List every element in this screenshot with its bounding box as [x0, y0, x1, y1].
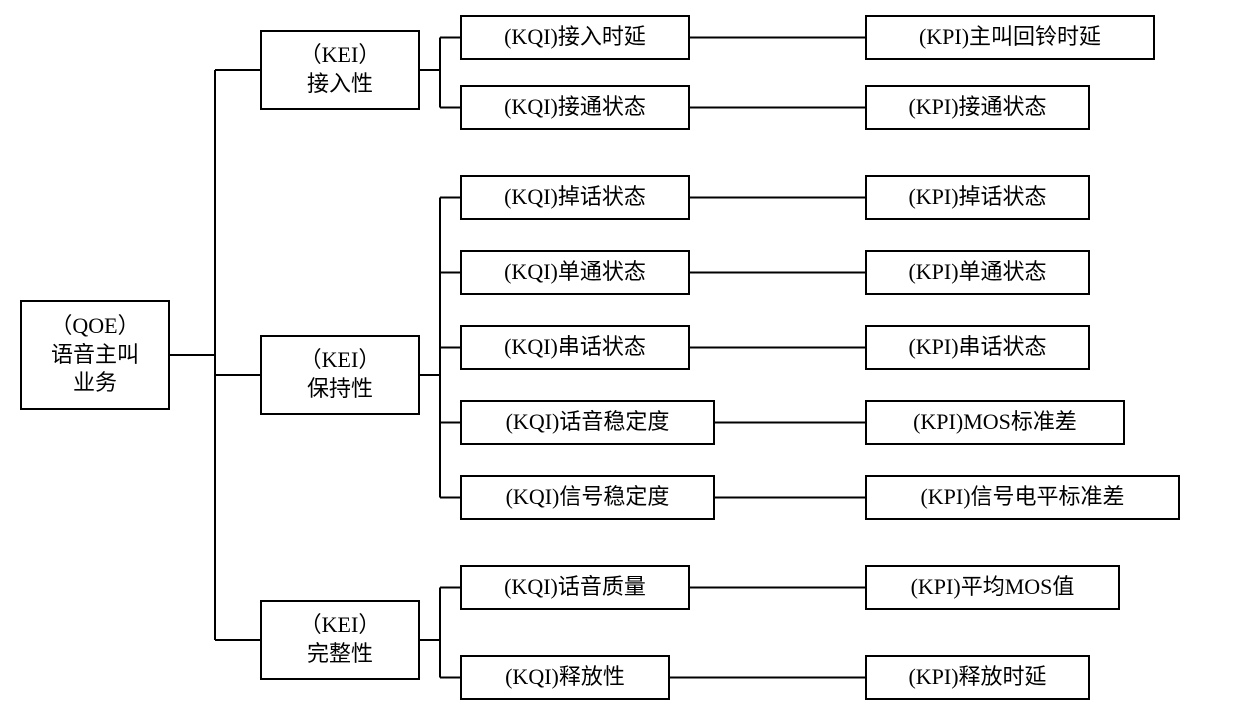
kqi-signal-stable: (KQI)信号稳定度 — [460, 475, 715, 520]
kpi-drop-state: (KPI)掉话状态 — [865, 175, 1090, 220]
kpi-label: (KPI)平均MOS值 — [911, 573, 1075, 602]
kpi-label: (KPI)单通状态 — [908, 258, 1046, 287]
root-node: （QOE）语音主叫业务 — [20, 300, 170, 410]
kqi-label: (KQI)释放性 — [505, 663, 625, 692]
kei-label: （KEI）保持性 — [300, 346, 381, 403]
kqi-drop-state: (KQI)掉话状态 — [460, 175, 690, 220]
kqi-label: (KQI)接通状态 — [504, 93, 646, 122]
root-label: （QOE）语音主叫业务 — [50, 312, 139, 398]
kpi-mos-std: (KPI)MOS标准差 — [865, 400, 1125, 445]
kpi-oneway-state: (KPI)单通状态 — [865, 250, 1090, 295]
tree-diagram: （QOE）语音主叫业务 （KEI）接入性 （KEI）保持性 （KEI）完整性 (KQI)… — [0, 0, 1240, 718]
kqi-oneway-state: (KQI)单通状态 — [460, 250, 690, 295]
kpi-release-delay: (KPI)释放时延 — [865, 655, 1090, 700]
kpi-label: (KPI)掉话状态 — [908, 183, 1046, 212]
kqi-label: (KQI)接入时延 — [504, 23, 646, 52]
kqi-crosstalk: (KQI)串话状态 — [460, 325, 690, 370]
kpi-caller-ringback: (KPI)主叫回铃时延 — [865, 15, 1155, 60]
kpi-connect-state: (KPI)接通状态 — [865, 85, 1090, 130]
kpi-label: (KPI)释放时延 — [908, 663, 1046, 692]
kpi-label: (KPI)主叫回铃时延 — [919, 23, 1101, 52]
kqi-release: (KQI)释放性 — [460, 655, 670, 700]
kqi-label: (KQI)串话状态 — [504, 333, 646, 362]
kqi-label: (KQI)信号稳定度 — [506, 483, 670, 512]
kei-retain: （KEI）保持性 — [260, 335, 420, 415]
kei-label: （KEI）接入性 — [300, 41, 381, 98]
kqi-label: (KQI)掉话状态 — [504, 183, 646, 212]
kpi-avg-mos: (KPI)平均MOS值 — [865, 565, 1120, 610]
kei-integrity: （KEI）完整性 — [260, 600, 420, 680]
kpi-crosstalk: (KPI)串话状态 — [865, 325, 1090, 370]
kei-access: （KEI）接入性 — [260, 30, 420, 110]
kpi-label: (KPI)串话状态 — [908, 333, 1046, 362]
kqi-connect-state: (KQI)接通状态 — [460, 85, 690, 130]
kqi-label: (KQI)单通状态 — [504, 258, 646, 287]
kei-label: （KEI）完整性 — [300, 611, 381, 668]
kpi-label: (KPI)接通状态 — [908, 93, 1046, 122]
kqi-label: (KQI)话音质量 — [504, 573, 646, 602]
kpi-label: (KPI)信号电平标准差 — [920, 483, 1124, 512]
kqi-voice-stable: (KQI)话音稳定度 — [460, 400, 715, 445]
kqi-label: (KQI)话音稳定度 — [506, 408, 670, 437]
kpi-label: (KPI)MOS标准差 — [913, 408, 1077, 437]
kpi-signal-std: (KPI)信号电平标准差 — [865, 475, 1180, 520]
kqi-access-delay: (KQI)接入时延 — [460, 15, 690, 60]
kqi-voice-quality: (KQI)话音质量 — [460, 565, 690, 610]
